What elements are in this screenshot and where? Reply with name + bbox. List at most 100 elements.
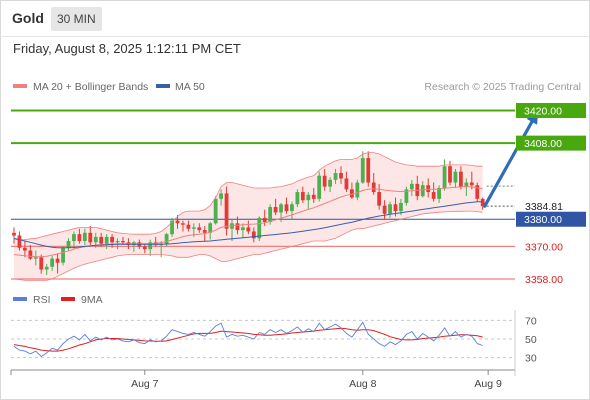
chart-datetime: Friday, August 8, 2025 1:12:11 PM CET xyxy=(13,41,241,56)
bollinger-band-fill xyxy=(14,152,483,281)
level-label-bg-1 xyxy=(516,135,586,151)
legend-9ma-label: 9MA xyxy=(81,294,103,306)
rsi-9ma-line xyxy=(13,327,483,352)
candle-body-37 xyxy=(213,198,218,224)
candle-body-66 xyxy=(371,182,376,193)
candle-body-34 xyxy=(197,227,202,231)
candle-body-30 xyxy=(175,220,180,224)
candle-body-47 xyxy=(268,206,273,222)
legend-ma50-label: MA 50 xyxy=(175,81,205,93)
candle-body-32 xyxy=(186,224,191,229)
candle-body-19 xyxy=(115,240,120,243)
candle-body-60 xyxy=(339,173,343,179)
candle-body-84 xyxy=(469,182,474,186)
candle-body-80 xyxy=(448,166,452,183)
legend-9ma-swatch xyxy=(61,297,75,301)
legend-rsi-label: RSI xyxy=(33,294,51,306)
x-tick-label-1: Aug 8 xyxy=(349,378,377,390)
candle-body-31 xyxy=(181,223,185,225)
candle-body-71 xyxy=(399,202,403,212)
candle-body-67 xyxy=(377,192,382,206)
candle-body-18 xyxy=(110,236,114,243)
candle-body-62 xyxy=(350,189,354,198)
candle-body-64 xyxy=(360,158,365,183)
legend-ma50-swatch xyxy=(156,84,170,88)
candle-body-63 xyxy=(355,182,360,198)
candle-body-61 xyxy=(344,178,349,190)
candle-body-38 xyxy=(219,193,223,199)
candle-body-8 xyxy=(55,258,60,263)
candle-body-1 xyxy=(17,235,22,248)
candle-body-43 xyxy=(246,227,251,232)
candle-body-11 xyxy=(72,234,76,241)
candle-body-48 xyxy=(273,206,278,213)
candle-body-86 xyxy=(480,198,485,207)
candle-body-45 xyxy=(257,217,262,239)
x-tick-label-0: Aug 7 xyxy=(131,378,159,390)
candle-body-44 xyxy=(251,231,256,239)
candle-body-77 xyxy=(431,192,436,199)
candle-body-17 xyxy=(104,236,109,244)
candle-body-72 xyxy=(404,189,409,203)
candle-body-68 xyxy=(382,205,387,214)
candle-body-24 xyxy=(142,246,147,250)
candle-body-3 xyxy=(28,250,33,259)
candle-body-13 xyxy=(82,232,87,241)
legend-bollinger-label: MA 20 + Bollinger Bands xyxy=(33,81,148,93)
candle-body-9 xyxy=(61,247,65,263)
forecast-arrow-shaft xyxy=(483,120,534,208)
timeframe-selector[interactable]: 30 MIN xyxy=(51,7,102,31)
chart-header: Gold 30 MIN xyxy=(0,0,590,36)
level-label-4: 3358.00 xyxy=(525,274,563,286)
candle-body-75 xyxy=(420,185,425,197)
candle-body-78 xyxy=(437,187,441,199)
candle-body-5 xyxy=(39,257,44,270)
current-price-label: 3384.81 xyxy=(525,201,563,213)
candle-body-54 xyxy=(306,194,311,201)
level-label-3: 3370.00 xyxy=(525,241,563,253)
x-tick-label-2: Aug 9 xyxy=(474,378,502,390)
candle-body-6 xyxy=(44,266,49,270)
candle-body-49 xyxy=(279,204,283,213)
candle-body-15 xyxy=(93,236,98,243)
candle-body-65 xyxy=(366,158,371,183)
candle-body-42 xyxy=(241,227,245,231)
candle-body-46 xyxy=(262,217,267,222)
candle-body-10 xyxy=(66,240,71,248)
candle-body-70 xyxy=(393,204,398,212)
level-label-1: 3408.00 xyxy=(524,138,562,150)
candle-body-7 xyxy=(50,258,55,267)
candle-body-36 xyxy=(208,223,213,233)
candle-body-58 xyxy=(328,179,332,187)
candle-body-4 xyxy=(33,257,38,259)
level-label-2: 3380.00 xyxy=(524,214,562,226)
ma50-line xyxy=(13,201,483,249)
candle-body-2 xyxy=(23,247,27,251)
candle-body-85 xyxy=(475,185,480,199)
candle-body-81 xyxy=(453,171,458,183)
candle-body-39 xyxy=(224,193,229,229)
level-label-bg-0 xyxy=(516,103,586,119)
candle-body-25 xyxy=(148,242,153,250)
candle-body-35 xyxy=(202,230,207,233)
candle-body-33 xyxy=(191,227,196,229)
candle-body-69 xyxy=(388,204,392,214)
watermark-text: Research © 2025 Trading Central xyxy=(424,81,581,93)
legend-bollinger-swatch xyxy=(13,84,27,88)
candle-body-57 xyxy=(322,175,327,187)
rsi-line xyxy=(13,321,483,358)
candle-body-59 xyxy=(333,173,338,180)
rsi-tick-label-2: 30 xyxy=(525,353,537,365)
candle-body-76 xyxy=(426,185,431,193)
candle-body-73 xyxy=(409,183,414,190)
candle-body-51 xyxy=(290,204,294,212)
candle-body-79 xyxy=(442,166,447,188)
candle-body-0 xyxy=(12,232,16,236)
legend-rsi-swatch xyxy=(13,297,27,301)
bollinger-upper-line xyxy=(14,152,483,241)
level-label-bg-2 xyxy=(516,211,586,227)
candle-body-12 xyxy=(77,234,82,241)
asset-title: Gold xyxy=(12,10,44,26)
candle-body-56 xyxy=(317,175,322,199)
candle-body-16 xyxy=(99,236,104,244)
